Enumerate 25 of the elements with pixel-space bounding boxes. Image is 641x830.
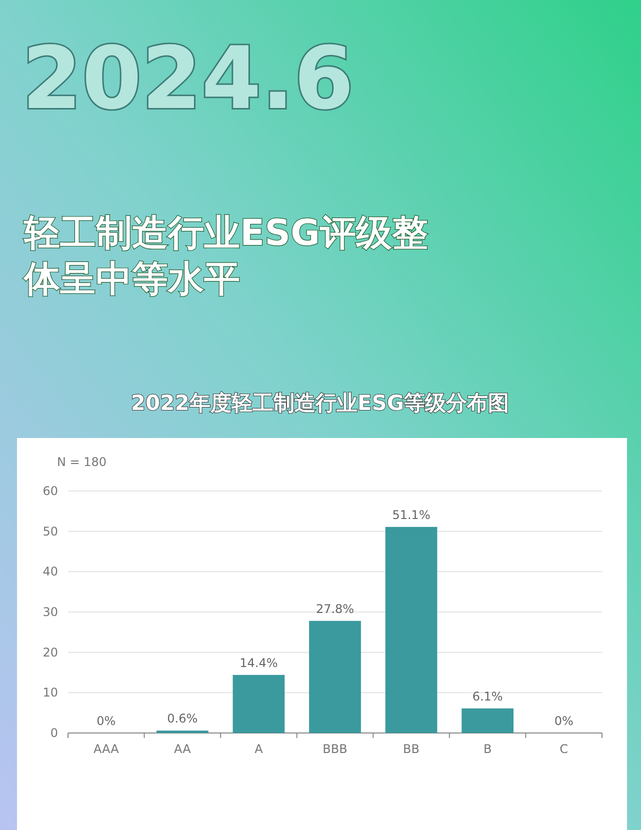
y-tick-label: 30 [42,605,58,619]
y-tick-label: 0 [50,726,58,740]
annotation: 2024.6 [22,29,354,129]
data-label: 27.8% [316,602,354,616]
y-tick-label: 40 [42,564,58,579]
x-tick-label: C [560,742,568,756]
x-tick-label: BB [403,742,420,756]
text: N = 180 [57,455,107,469]
y-tick-label: 50 [42,524,58,538]
y-tick-label: 60 [42,484,58,498]
x-tick-label: AA [174,742,192,756]
y-tick-label: 20 [42,645,58,660]
data-label: 14.4% [240,656,278,670]
y-tick-label: 10 [42,686,58,700]
chart-title: 轻工制造行业ESG评级整体呈中等水平 [23,213,428,300]
data-label: 51.1% [392,508,430,522]
x-tick-label: BBB [322,742,348,756]
x-tick-label: B [483,742,492,756]
data-label: 0.6% [167,712,198,726]
x-tick-label: AAA [93,742,120,756]
x-tick-label: A [254,742,264,756]
data-label: 0% [554,714,574,728]
chart-subtitle: 2022年度轻工制造行业ESG等级分布图 [130,391,510,415]
data-label: 0% [96,714,116,728]
data-label: 6.1% [472,689,503,704]
